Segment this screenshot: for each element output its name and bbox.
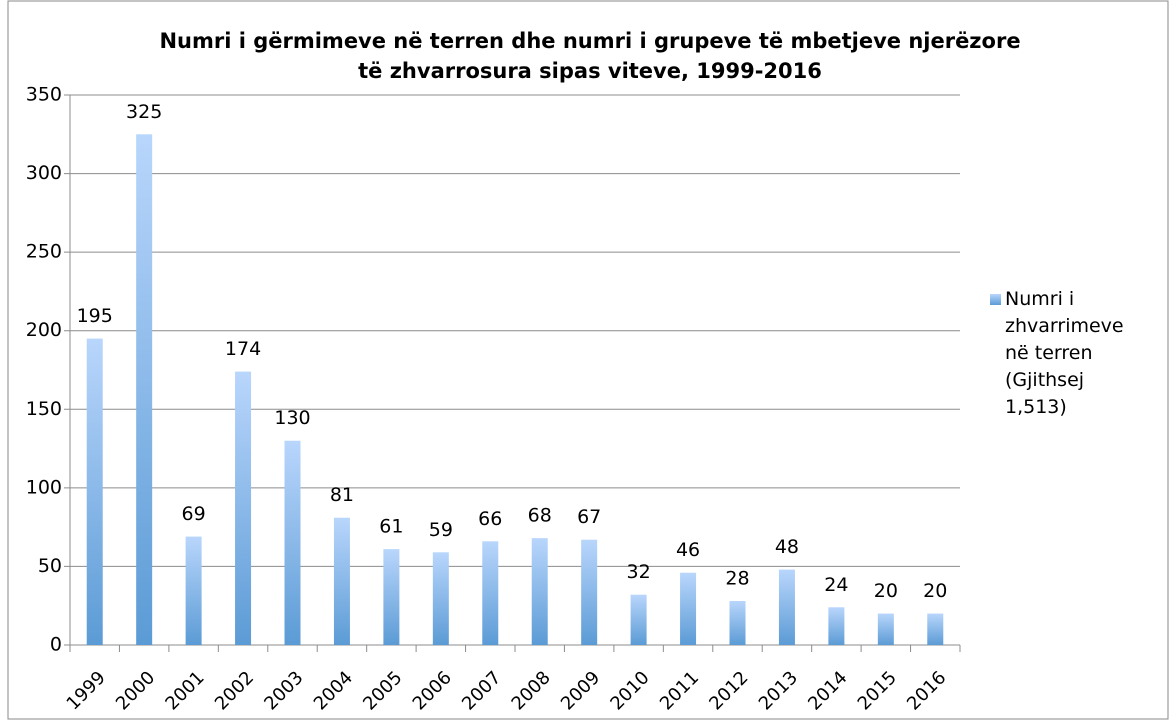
- bar: [482, 541, 499, 645]
- x-tick-label: 2003: [260, 667, 307, 714]
- y-tick-label: 250: [26, 241, 62, 263]
- data-label: 68: [528, 505, 552, 527]
- bar: [333, 517, 350, 645]
- bar: [383, 549, 400, 645]
- data-label: 67: [577, 506, 601, 528]
- data-label: 24: [824, 574, 848, 596]
- x-tick-label: 2015: [854, 667, 901, 714]
- bar: [531, 538, 548, 645]
- x-tick-label: 2008: [508, 667, 555, 714]
- data-label: 174: [225, 338, 261, 360]
- data-label: 61: [379, 516, 403, 538]
- bar: [86, 338, 103, 645]
- bar: [927, 613, 944, 645]
- legend-swatch: [990, 294, 1001, 305]
- y-tick-label: 150: [26, 398, 62, 420]
- bar: [680, 572, 697, 645]
- chart-title: të zhvarrosura sipas viteve, 1999-2016: [358, 59, 822, 83]
- bar: [235, 371, 252, 645]
- y-tick-label: 100: [26, 476, 62, 498]
- x-tick-label: 2004: [310, 667, 357, 714]
- data-label: 69: [182, 503, 206, 525]
- bar: [284, 440, 301, 645]
- data-label: 48: [775, 536, 799, 558]
- x-tick-label: 2006: [409, 667, 456, 714]
- data-label: 32: [627, 561, 651, 583]
- data-label: 130: [274, 407, 310, 429]
- data-label: 81: [330, 484, 354, 506]
- x-tick-label: 2005: [359, 667, 406, 714]
- bar: [581, 539, 598, 645]
- bar: [136, 134, 153, 646]
- bar: [630, 594, 647, 645]
- x-tick-label: 2016: [903, 667, 950, 714]
- y-tick-label: 0: [50, 634, 62, 656]
- data-label: 325: [126, 101, 162, 123]
- x-tick-label: 2012: [705, 667, 752, 714]
- y-tick-label: 50: [38, 555, 62, 577]
- x-tick-label: 2010: [606, 667, 653, 714]
- y-tick-label: 200: [26, 319, 62, 341]
- data-label: 66: [478, 508, 502, 530]
- x-tick-label: 1999: [63, 667, 110, 714]
- legend: Numri i zhvarrimeve në terren (Gjithsej …: [990, 286, 1140, 421]
- data-label: 28: [725, 568, 749, 590]
- x-tick-label: 2000: [112, 667, 159, 714]
- data-label: 195: [77, 305, 113, 327]
- data-label: 20: [923, 580, 947, 602]
- legend-label: Numri i zhvarrimeve në terren (Gjithsej …: [1005, 288, 1124, 418]
- bar: [828, 607, 845, 645]
- data-label: 46: [676, 539, 700, 561]
- x-tick-label: 2001: [161, 667, 208, 714]
- bar: [729, 601, 746, 645]
- x-tick-label: 2007: [458, 667, 505, 714]
- chart-border: [7, 0, 1169, 720]
- y-tick-label: 350: [26, 84, 62, 106]
- bar: [778, 569, 795, 645]
- bar: [185, 536, 202, 645]
- x-tick-label: 2009: [557, 667, 604, 714]
- y-tick-label: 300: [26, 162, 62, 184]
- x-tick-label: 2013: [755, 667, 802, 714]
- bar: [877, 613, 894, 645]
- chart-title: Numri i gërmimeve në terren dhe numri i …: [159, 29, 1020, 53]
- x-tick-label: 2002: [211, 667, 258, 714]
- x-tick-label: 2014: [804, 667, 851, 714]
- bar: [432, 552, 449, 645]
- data-label: 59: [429, 519, 453, 541]
- data-label: 20: [874, 580, 898, 602]
- x-tick-label: 2011: [656, 667, 703, 714]
